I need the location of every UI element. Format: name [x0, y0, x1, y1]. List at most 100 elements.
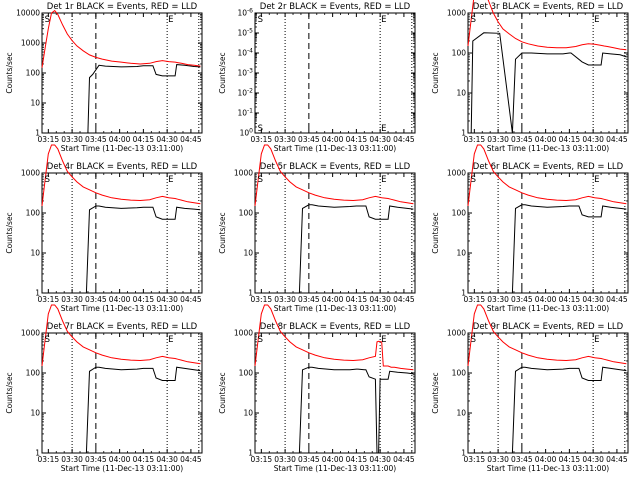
- chart-panel-7: Det 7r BLACK = Events, RED = LLD 1 10 100 10…: [5, 304, 203, 473]
- y-tick-label: 10: [30, 409, 40, 418]
- end-marker-bottom: E: [381, 124, 386, 134]
- y-axis-label: Counts/sec: [431, 212, 440, 253]
- y-tick-label: 10-2: [237, 88, 253, 98]
- x-tick-label: 04:45: [393, 455, 415, 464]
- plot-frame: [467, 172, 629, 294]
- y-tick-label: 100: [239, 369, 254, 378]
- x-tick-label: 03:30: [274, 295, 296, 304]
- x-tick-label: 04:15: [346, 455, 368, 464]
- lld-series-line: [41, 304, 201, 367]
- x-tick-label: 04:45: [180, 135, 202, 144]
- lld-series-line: [254, 144, 414, 207]
- end-marker: E: [381, 335, 386, 345]
- x-tick-label: 04:45: [180, 295, 202, 304]
- x-tick-label: 03:15: [464, 455, 486, 464]
- y-tick-label: 100: [240, 128, 254, 138]
- events-series-line: [42, 366, 201, 454]
- y-tick-label: 1000: [447, 329, 466, 338]
- x-tick-label: 03:45: [511, 295, 533, 304]
- y-tick-label: 1: [35, 129, 40, 138]
- events-series-line: [468, 204, 627, 294]
- y-tick-label: 100: [26, 369, 41, 378]
- x-axis-label: Start Time (11-Dec-13 03:11:00): [61, 464, 183, 473]
- y-tick-label: 1: [461, 449, 466, 458]
- plot-frame: [254, 332, 416, 454]
- x-tick-label: 04:30: [582, 135, 604, 144]
- y-tick-label: 10-6: [237, 8, 253, 18]
- x-tick-label: 03:30: [274, 135, 296, 144]
- x-tick-label: 03:15: [251, 135, 273, 144]
- y-axis-label: Counts/sec: [431, 372, 440, 413]
- chart-title: Det 1r BLACK = Events, RED = LLD: [47, 2, 198, 12]
- y-tick-label: 10: [243, 249, 253, 258]
- y-tick-label: 10000: [16, 9, 40, 18]
- x-tick-label: 04:00: [109, 455, 131, 464]
- x-tick-label: 04:15: [346, 295, 368, 304]
- chart-title: Det 3r BLACK = Events, RED = LLD: [473, 2, 624, 12]
- y-axis-label: Counts/sec: [5, 372, 14, 413]
- chart-panel-5: Det 5r BLACK = Events, RED = LLD 1 10 100 10…: [218, 144, 416, 313]
- y-tick-label: 10-5: [237, 28, 253, 38]
- end-marker: E: [594, 335, 599, 345]
- chart-title: Det 2r BLACK = Events, RED = LLD: [260, 2, 411, 12]
- y-tick-label: 1000: [234, 329, 253, 338]
- x-tick-label: 04:00: [322, 455, 344, 464]
- x-axis-label: Start Time (11-Dec-13 03:11:00): [487, 464, 609, 473]
- events-series-line: [42, 64, 201, 134]
- lld-series-line: [467, 304, 627, 367]
- x-tick-label: 04:45: [606, 135, 628, 144]
- start-marker: S: [45, 15, 50, 25]
- y-tick-label: 1000: [447, 9, 466, 18]
- y-tick-label: 1: [461, 289, 466, 298]
- x-tick-label: 03:15: [251, 295, 273, 304]
- x-tick-label: 04:30: [582, 295, 604, 304]
- x-tick-label: 03:30: [61, 135, 83, 144]
- y-axis-label: Counts/sec: [218, 372, 227, 413]
- x-tick-label: 04:15: [133, 295, 155, 304]
- x-tick-label: 04:00: [109, 135, 131, 144]
- x-tick-label: 04:15: [133, 135, 155, 144]
- plot-frame: [467, 332, 629, 454]
- chart-title: Det 8r BLACK = Events, RED = LLD: [260, 322, 411, 332]
- chart-panel-6: Det 6r BLACK = Events, RED = LLD 1 10 100 10…: [431, 144, 629, 313]
- x-tick-label: 03:15: [38, 295, 60, 304]
- x-tick-label: 03:45: [511, 455, 533, 464]
- start-marker: S: [258, 175, 263, 185]
- x-tick-label: 03:45: [85, 135, 107, 144]
- end-marker: E: [168, 175, 173, 185]
- start-marker: S: [258, 15, 263, 25]
- chart-panel-8: Det 8r BLACK = Events, RED = LLD 1 10 100 10…: [218, 304, 416, 473]
- x-tick-label: 04:15: [559, 455, 581, 464]
- end-marker: E: [594, 175, 599, 185]
- plot-frame: [254, 172, 416, 294]
- x-tick-label: 04:45: [180, 455, 202, 464]
- end-marker: E: [381, 15, 386, 25]
- x-tick-label: 04:00: [535, 455, 557, 464]
- x-tick-label: 04:30: [156, 135, 178, 144]
- x-tick-label: 04:30: [369, 295, 391, 304]
- y-tick-label: 1000: [21, 169, 40, 178]
- y-tick-label: 1000: [21, 329, 40, 338]
- x-tick-label: 03:45: [511, 135, 533, 144]
- x-tick-label: 04:30: [156, 455, 178, 464]
- events-series-line: [468, 366, 627, 454]
- plot-frame: [41, 332, 203, 454]
- y-tick-label: 1000: [447, 169, 466, 178]
- plot-frame: [467, 12, 629, 134]
- events-series-line: [42, 205, 201, 294]
- end-marker: E: [381, 175, 386, 185]
- lld-series-line: [41, 144, 201, 207]
- lld-series-line: [254, 304, 414, 371]
- x-axis-label: Start Time (11-Dec-13 03:11:00): [274, 464, 396, 473]
- x-axis-label: Start Time (11-Dec-13 03:11:00): [487, 304, 609, 313]
- x-tick-label: 04:30: [369, 135, 391, 144]
- x-tick-label: 04:15: [133, 455, 155, 464]
- x-tick-label: 04:00: [322, 295, 344, 304]
- lld-series-line: [41, 9, 201, 68]
- y-tick-label: 1: [35, 449, 40, 458]
- x-tick-label: 04:00: [322, 135, 344, 144]
- y-tick-label: 100: [452, 369, 467, 378]
- x-tick-label: 04:15: [346, 135, 368, 144]
- lld-series-line: [467, 0, 627, 51]
- x-tick-label: 03:15: [38, 455, 60, 464]
